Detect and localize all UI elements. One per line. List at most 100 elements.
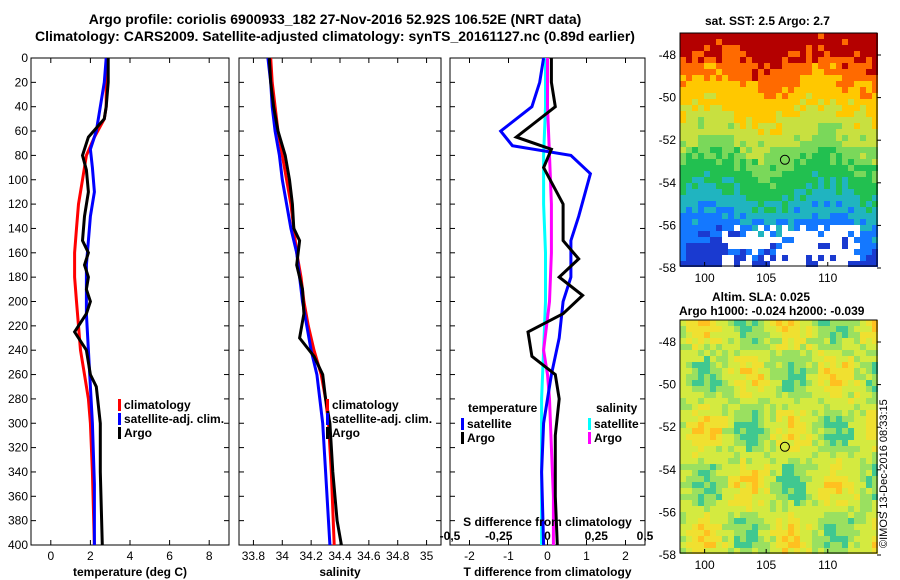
legend-label: satellite-adj. clim.	[332, 412, 432, 426]
map-pixel	[800, 249, 806, 255]
map-pixel	[806, 404, 812, 410]
map-pixel	[842, 51, 848, 57]
map-pixel	[722, 123, 728, 129]
map-pixel	[848, 392, 854, 398]
map-pixel	[800, 482, 806, 488]
map-pixel	[680, 380, 686, 386]
map-pixel	[782, 386, 788, 392]
map-pixel	[686, 452, 692, 458]
map-pixel	[788, 344, 794, 350]
map-pixel	[872, 111, 878, 117]
map-pixel	[764, 446, 770, 452]
map-pixel	[860, 428, 866, 434]
map-pixel	[812, 123, 818, 129]
map-pixel	[848, 69, 854, 75]
map-pixel	[818, 63, 824, 69]
map-pixel	[686, 494, 692, 500]
map-pixel	[830, 398, 836, 404]
map-pixel	[770, 165, 776, 171]
map-pixel	[764, 512, 770, 518]
map-pixel	[740, 129, 746, 135]
map-pixel	[746, 201, 752, 207]
map-pixel	[800, 195, 806, 201]
map-pixel	[854, 392, 860, 398]
map-pixel	[758, 344, 764, 350]
map-pixel	[680, 87, 686, 93]
map-pixel	[872, 177, 878, 183]
map-pixel	[806, 237, 812, 243]
map-pixel	[860, 350, 866, 356]
map-pixel	[710, 63, 716, 69]
map-pixel	[782, 171, 788, 177]
map-pixel	[728, 416, 734, 422]
map-pixel	[860, 63, 866, 69]
map-pixel	[692, 494, 698, 500]
map-pixel	[824, 506, 830, 512]
map-pixel	[680, 99, 686, 105]
map-pixel	[842, 416, 848, 422]
map-pixel	[854, 177, 860, 183]
map-pixel	[854, 153, 860, 159]
map-pixel	[776, 93, 782, 99]
map-pixel	[824, 410, 830, 416]
map-pixel	[794, 458, 800, 464]
map-pixel	[812, 87, 818, 93]
map-pixel	[686, 356, 692, 362]
map-pixel	[836, 213, 842, 219]
map-pixel	[800, 99, 806, 105]
map-pixel	[854, 219, 860, 225]
x2-tick-label: -0,5	[440, 529, 461, 543]
map-pixel	[782, 213, 788, 219]
map-pixel	[782, 548, 788, 554]
map-pixel	[722, 219, 728, 225]
map-pixel	[800, 488, 806, 494]
map-pixel	[698, 207, 704, 213]
sla-map-frame	[679, 319, 878, 554]
map-pixel	[818, 99, 824, 105]
map-pixel	[710, 141, 716, 147]
map-pixel	[800, 326, 806, 332]
map-pixel	[770, 482, 776, 488]
x-tick-label: 6	[166, 549, 173, 563]
map-pixel	[848, 201, 854, 207]
map-pixel	[746, 350, 752, 356]
map-pixel	[746, 237, 752, 243]
map-pixel	[854, 482, 860, 488]
map-pixel	[704, 332, 710, 338]
map-pixel	[848, 105, 854, 111]
map-pixel	[752, 237, 758, 243]
map-pixel	[866, 153, 872, 159]
map-pixel	[866, 99, 872, 105]
map-pixel	[776, 69, 782, 75]
map-pixel	[722, 428, 728, 434]
map-pixel	[776, 542, 782, 548]
map-pixel	[794, 177, 800, 183]
map-pixel	[704, 530, 710, 536]
map-pixel	[746, 225, 752, 231]
map-pixel	[704, 249, 710, 255]
map-pixel	[776, 458, 782, 464]
map-pixel	[854, 171, 860, 177]
map-pixel	[836, 39, 842, 45]
map-pixel	[770, 261, 776, 267]
map-pixel	[728, 488, 734, 494]
map-pixel	[710, 464, 716, 470]
map-pixel	[722, 159, 728, 165]
map-pixel	[716, 45, 722, 51]
map-pixel	[686, 183, 692, 189]
map-pixel	[800, 33, 806, 39]
x-tick-label: 0	[544, 549, 551, 563]
map-pixel	[722, 536, 728, 542]
map-pixel	[698, 189, 704, 195]
map-pixel	[776, 368, 782, 374]
map-pixel	[722, 135, 728, 141]
map-pixel	[752, 111, 758, 117]
map-pixel	[770, 476, 776, 482]
map-pixel	[836, 344, 842, 350]
map-pixel	[710, 87, 716, 93]
map-pixel	[836, 356, 842, 362]
map-pixel	[722, 392, 728, 398]
map-pixel	[770, 219, 776, 225]
map-pixel	[776, 428, 782, 434]
map-pixel	[806, 63, 812, 69]
